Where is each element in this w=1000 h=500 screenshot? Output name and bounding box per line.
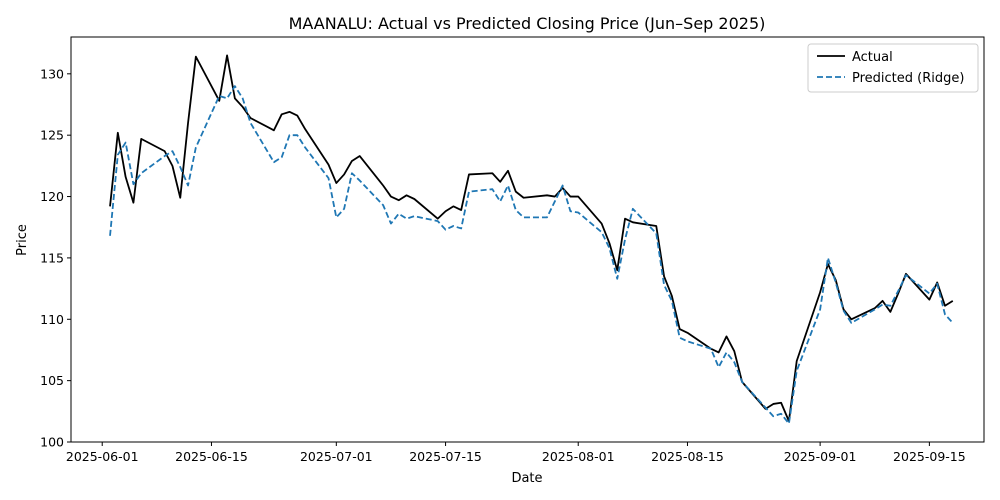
legend-box <box>807 43 979 93</box>
x-axis: 2025-06-01 2025-06-15 2025-07-01 2025-07-15… <box>66 442 966 464</box>
y-tick-label: 100 <box>40 435 64 450</box>
y-tick-label: 130 <box>40 66 64 81</box>
x-tick-label: 2025-08-15 <box>651 449 724 464</box>
y-axis: 100 105 110 115 120 125 130 <box>40 66 71 450</box>
y-tick-label: 120 <box>40 189 64 204</box>
x-tick-label: 2025-07-15 <box>409 449 482 464</box>
x-tick-label: 2025-06-15 <box>175 449 248 464</box>
x-axis-label: Date <box>511 471 542 486</box>
x-tick-label: 2025-08-01 <box>542 449 615 464</box>
x-tick-label: 2025-06-01 <box>66 449 139 464</box>
y-tick-label: 110 <box>40 312 64 327</box>
x-tick-label: 2025-09-01 <box>784 449 857 464</box>
y-axis-label: Price <box>15 224 30 256</box>
y-tick-label: 115 <box>40 250 64 265</box>
chart-title: MAANALU: Actual vs Predicted Closing Pri… <box>289 14 766 33</box>
y-tick-label: 105 <box>40 373 64 388</box>
series-line-actual <box>109 54 954 423</box>
plot-frame <box>70 36 985 443</box>
legend-label-actual: Actual <box>852 50 893 65</box>
y-tick-label: 125 <box>40 128 64 143</box>
x-tick-label: 2025-07-01 <box>300 449 373 464</box>
legend-label-predicted: Predicted (Ridge) <box>852 71 964 86</box>
legend: Actual Predicted (Ridge) <box>807 43 979 93</box>
x-tick-label: 2025-09-15 <box>893 449 966 464</box>
series-layer <box>109 54 954 425</box>
series-line-predicted <box>109 85 954 425</box>
